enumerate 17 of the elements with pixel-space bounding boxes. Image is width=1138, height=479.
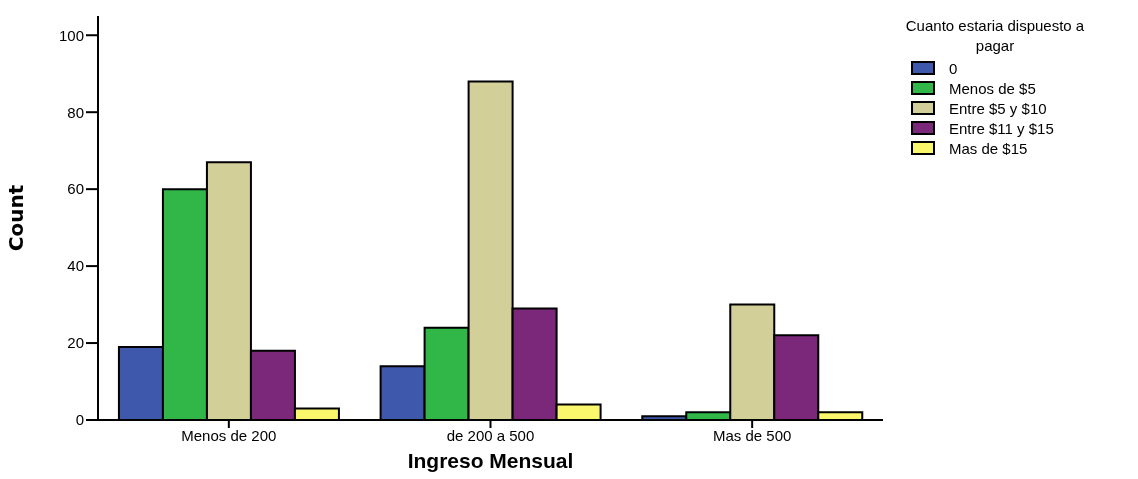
y-tick-label: 0 [75, 411, 84, 429]
y-tick-label: 20 [67, 334, 84, 352]
legend-title: Cuanto estaria dispuesto a pagar [904, 16, 1086, 56]
legend-label: Entre $11 y $15 [949, 119, 1054, 137]
y-tick-label: 100 [58, 26, 84, 44]
x-tick-label: Menos de 200 [181, 426, 277, 444]
legend-label: Menos de $5 [949, 79, 1036, 97]
y-tick-label: 80 [67, 103, 84, 121]
legend-label: 0 [949, 59, 958, 77]
x-tick-label: de 200 a 500 [446, 426, 535, 444]
x-tick-label: Mas de 500 [712, 426, 792, 444]
legend-label: Entre $5 y $10 [949, 99, 1047, 117]
legend-label: Mas de $15 [949, 139, 1028, 157]
y-tick-label: 40 [67, 257, 84, 275]
y-tick-label: 60 [67, 180, 84, 198]
x-axis-title: Ingreso Mensual [407, 449, 574, 472]
y-axis-title: Count [4, 184, 29, 252]
